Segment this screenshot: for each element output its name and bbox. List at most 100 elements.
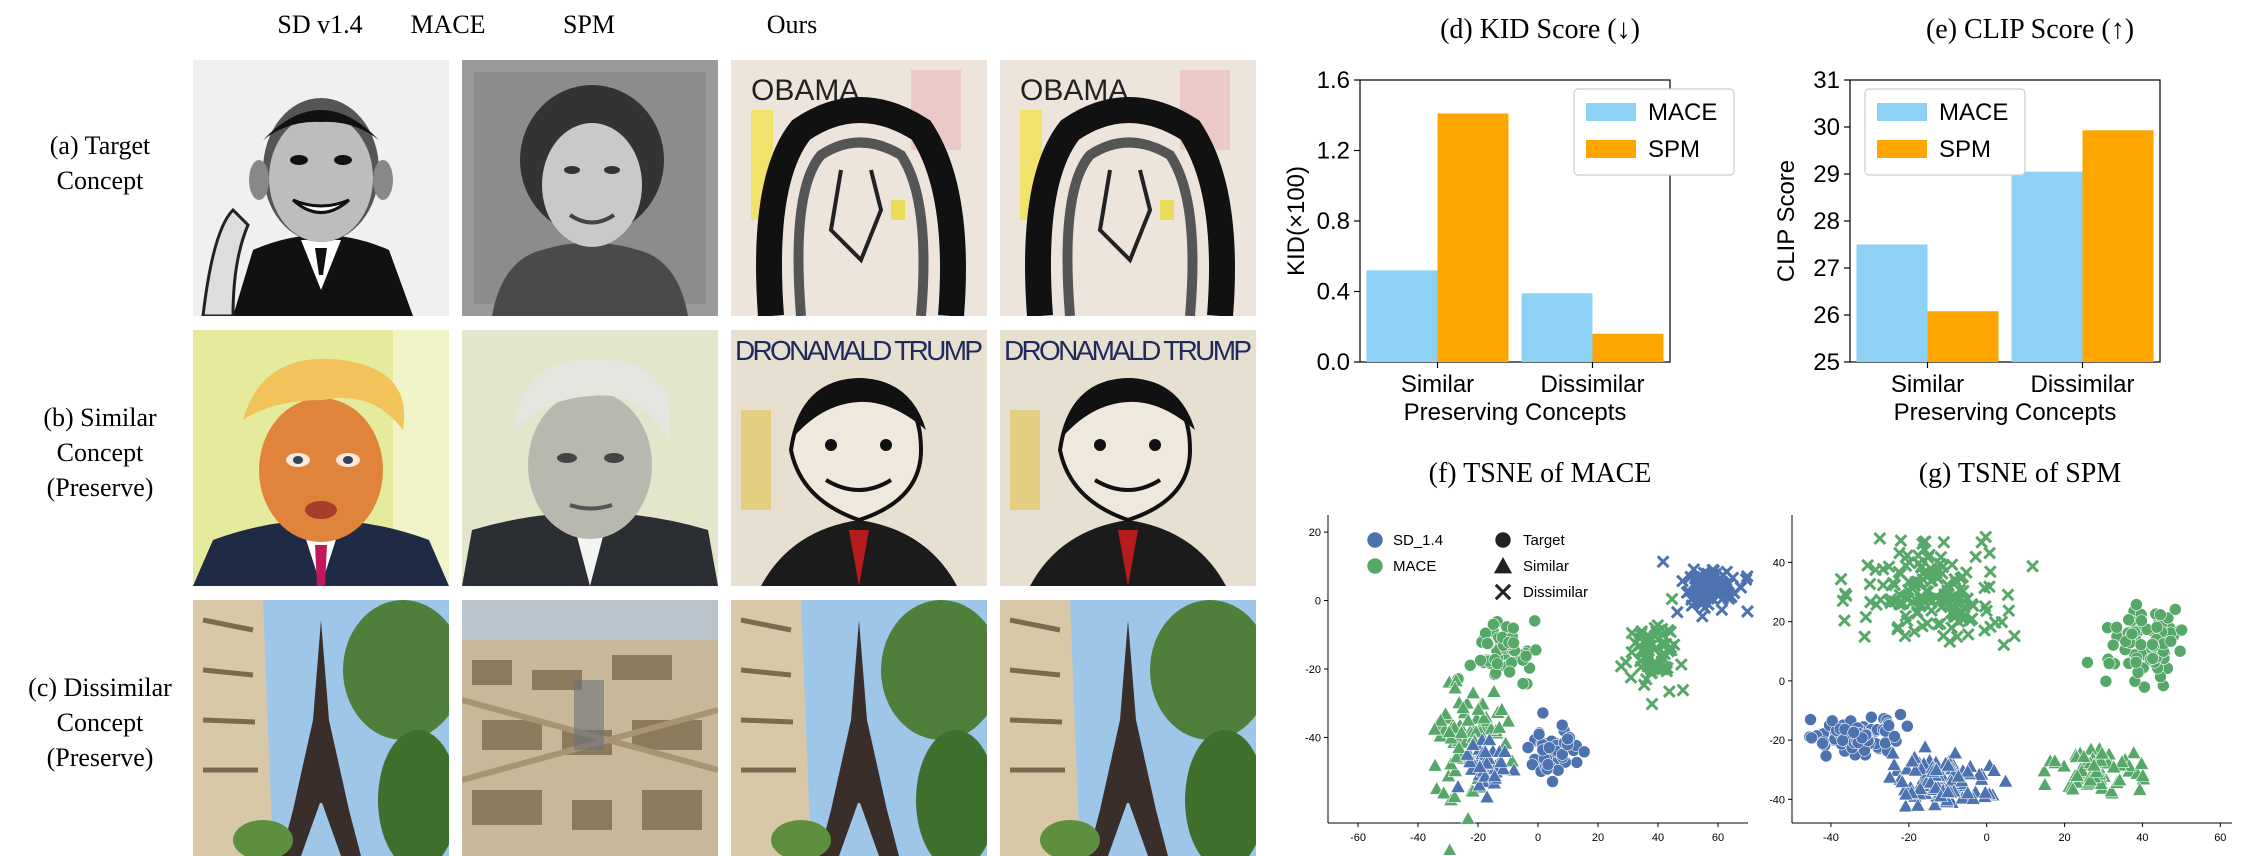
cluster-sd14-circle (1521, 706, 1591, 788)
scatter-point (1507, 636, 1520, 650)
scatter-point (2086, 757, 2102, 772)
scatter-point (2114, 754, 2130, 768)
scatter-point (2007, 629, 2021, 643)
scatter-point (1950, 768, 1967, 783)
scatter-point (1859, 610, 1873, 624)
image-obama-sd (193, 60, 449, 316)
scatter-point (1969, 550, 1983, 564)
column-header-mace: MACE (410, 10, 486, 39)
scatter-point (1664, 625, 1678, 639)
scatter-point (1927, 780, 1944, 794)
cluster-sd14-triangle (1882, 739, 2014, 813)
x-tick-label: 60 (2214, 832, 2226, 844)
scatter-point (1901, 719, 1914, 733)
legend-label: Target (1523, 532, 1566, 549)
scatter-point (1825, 714, 1839, 728)
y-tick-label: 0 (1315, 596, 1321, 608)
bar-mace-similar (1366, 270, 1438, 362)
y-tick-label: -20 (1770, 735, 1785, 747)
scatter-point (1441, 724, 1458, 739)
x-tick-label: 40 (2136, 832, 2148, 844)
scatter-point (1479, 789, 1495, 804)
x-tick-label: 40 (1652, 832, 1664, 844)
row-label-similar: (b) Similar Concept (Preserve) (43, 403, 157, 502)
column-header-sd: SD v1.4 (277, 10, 363, 39)
scatter-point (1459, 746, 1475, 761)
scatter-point (1882, 719, 1896, 732)
scatter-point (1542, 741, 1556, 754)
scatter-point (1477, 744, 1494, 758)
scatter-point (1940, 757, 1957, 772)
scatter-point (1920, 616, 1934, 630)
scatter-point (1428, 780, 1445, 795)
x-tick-label: Similar (1891, 371, 1964, 398)
scatter-point (1486, 683, 1502, 698)
scatter-point (2125, 745, 2142, 759)
tsne-spm-title: (g) TSNE of SPM (1918, 458, 2122, 489)
y-tick-label: 20 (1773, 617, 1785, 629)
scatter-point (1740, 569, 1754, 583)
scatter-point (1656, 555, 1670, 569)
scatter-point (1481, 731, 1498, 746)
scatter-point (1577, 745, 1591, 759)
bar-spm-dissimilar (2082, 130, 2154, 362)
y-tick-label: 27 (1813, 255, 1840, 282)
x-tick-label: 60 (1712, 832, 1724, 844)
scatter-point (1474, 654, 1487, 667)
y-tick-label: -40 (1305, 732, 1321, 744)
column-header-ours: Ours (766, 10, 818, 39)
scatter-point (1916, 591, 1930, 605)
y-tick-label: 25 (1813, 349, 1840, 376)
scatter-point (1997, 638, 2011, 652)
scatter-point (1555, 718, 1569, 732)
scatter-point (1460, 712, 1476, 727)
bar-mace-dissimilar (2011, 171, 2083, 362)
legend-swatch (1877, 140, 1927, 158)
scatter-point (2173, 644, 2187, 658)
legend-marker (1492, 555, 1514, 574)
scatter-point (1886, 576, 1900, 590)
scatter-point (1487, 618, 1500, 631)
y-axis-label: CLIP Score (1773, 160, 1800, 282)
scatter-point (2130, 598, 2143, 611)
scatter-point (1662, 644, 1675, 658)
scatter-point (2150, 620, 2164, 634)
scatter-point (1858, 630, 1872, 644)
scatter-point (1940, 784, 1956, 798)
legend-label: SPM (1939, 136, 1991, 163)
row-label-target: (a) Target Concept (49, 131, 151, 195)
y-tick-label: -40 (1770, 794, 1785, 806)
cluster-sd14-circle (1803, 708, 1914, 763)
scatter-point (1863, 595, 1877, 609)
scatter-point (1978, 599, 1992, 613)
y-tick-label: 0 (1779, 676, 1785, 688)
scatter-point (1426, 721, 1443, 736)
scatter-point (1634, 627, 1648, 640)
legend-marker (1366, 531, 1384, 549)
scatter-point (1910, 797, 1926, 812)
scatter-point (1949, 574, 1963, 588)
sign-text: DRONAMALD TRUMP (735, 335, 983, 366)
scatter-point (1838, 587, 1852, 601)
scatter-point (1834, 572, 1848, 586)
scatter-point (1500, 713, 1517, 728)
x-tick-label: -20 (1901, 832, 1917, 844)
scatter-point (1873, 532, 1887, 545)
scatter-point (1892, 565, 1906, 579)
scatter-point (1436, 785, 1452, 800)
bar-mace-dissimilar (1521, 293, 1593, 362)
scatter-point (1983, 546, 1997, 560)
y-tick-label: 40 (1773, 557, 1785, 569)
tsne-mace-title: (f) TSNE of MACE (1428, 458, 1652, 489)
scatter-point (1884, 592, 1898, 606)
scatter-point (1847, 726, 1860, 739)
scatter-point (1442, 842, 1457, 855)
x-tick-label: -20 (1470, 832, 1486, 844)
kid-bar-chart: 0.0 0.4 0.8 1.2 1.6 Similar DissimilarPreservi… (1283, 67, 1735, 426)
scatter-point (1945, 558, 1959, 572)
scatter-point (1546, 775, 1559, 788)
scatter-point (1693, 579, 1707, 592)
legend-label: MACE (1648, 99, 1717, 126)
scatter-point (1495, 761, 1511, 776)
y-axis-label: KID(×100) (1283, 166, 1310, 276)
